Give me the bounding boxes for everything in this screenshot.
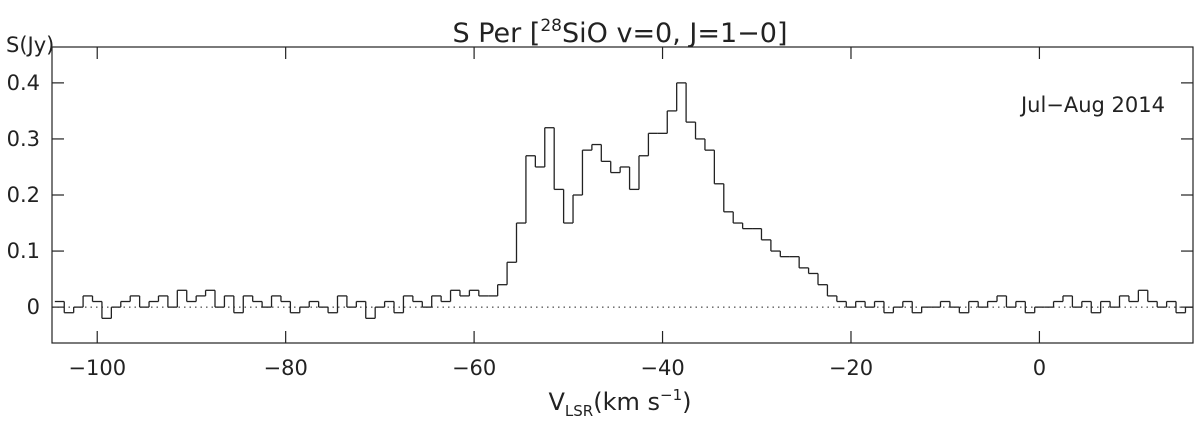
x-tick-label: −40 xyxy=(640,356,684,380)
y-tick-label: 0 xyxy=(27,295,40,319)
y-axis-label: S(Jy) xyxy=(6,33,54,57)
title-part: S Per [ xyxy=(452,18,540,49)
chart-title: S Per [28SiO v=0, J=1−0] xyxy=(452,16,787,49)
xlabel-part: ) xyxy=(682,388,691,416)
xlabel-part: (km s xyxy=(593,388,660,416)
x-tick-label: −60 xyxy=(452,356,496,380)
xlabel-sub: LSR xyxy=(565,402,593,420)
annotation: Jul−Aug 2014 xyxy=(1019,93,1165,117)
x-tick-label: −20 xyxy=(829,356,873,380)
x-tick-label: −100 xyxy=(68,356,126,380)
title-sup: 28 xyxy=(540,16,562,36)
xlabel-part: V xyxy=(548,388,565,416)
title-part: SiO v=0, J=1−0] xyxy=(562,18,788,49)
x-axis-label: VLSR(km s−1) xyxy=(548,386,691,420)
y-tick-label: 0.1 xyxy=(7,239,40,263)
y-tick-label: 0.3 xyxy=(7,127,40,151)
x-tick-label: 0 xyxy=(1033,356,1046,380)
plot-frame xyxy=(51,46,1194,344)
y-tick-label: 0.4 xyxy=(7,71,40,95)
y-tick-label: 0.2 xyxy=(7,183,40,207)
x-tick-label: −80 xyxy=(264,356,308,380)
xlabel-sup: −1 xyxy=(660,386,682,404)
